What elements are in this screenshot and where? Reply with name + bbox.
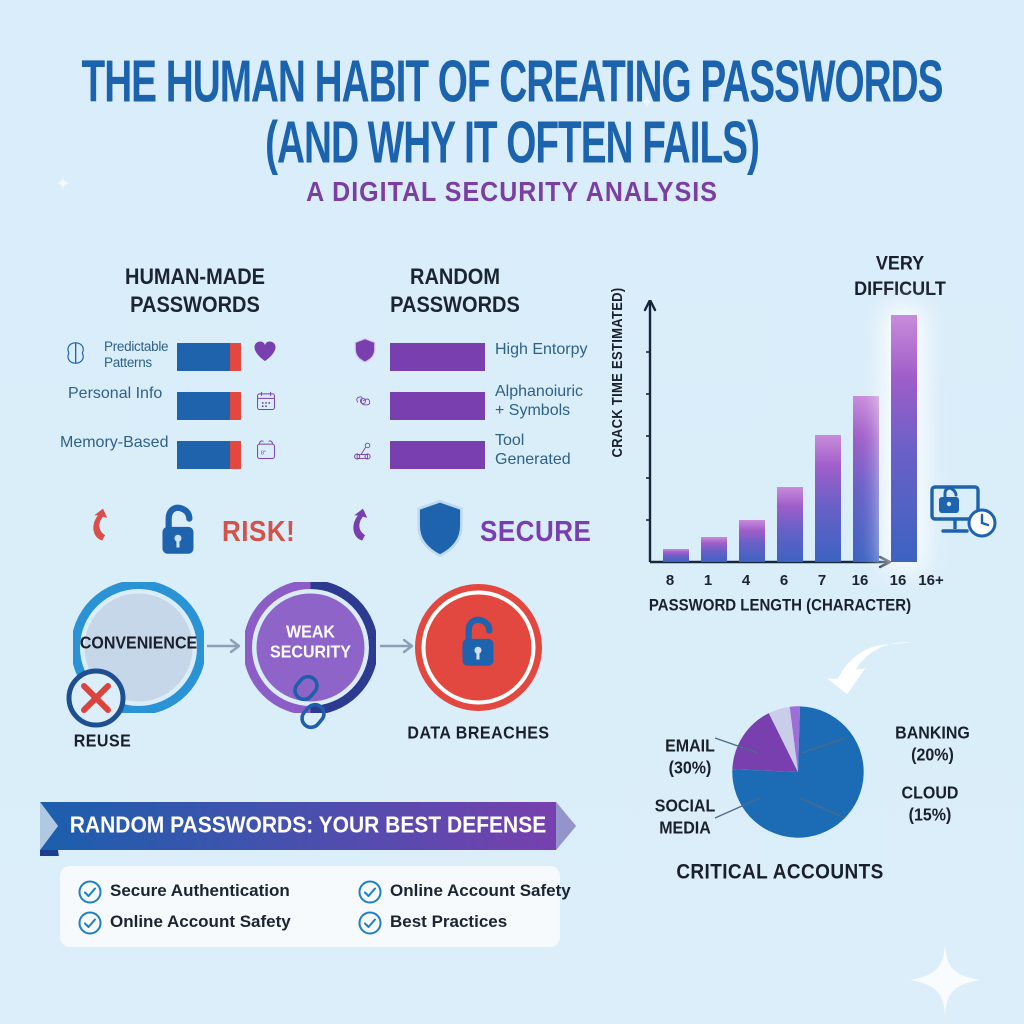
svg-text:8": 8" <box>261 451 266 457</box>
